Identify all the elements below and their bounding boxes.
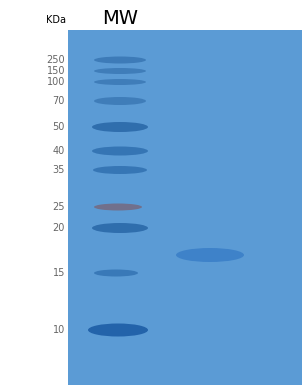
Ellipse shape xyxy=(94,68,146,74)
Text: 35: 35 xyxy=(53,165,65,175)
Text: KDa: KDa xyxy=(46,15,66,25)
Text: 15: 15 xyxy=(53,268,65,278)
Ellipse shape xyxy=(94,97,146,105)
Ellipse shape xyxy=(92,122,148,132)
Text: 100: 100 xyxy=(47,77,65,87)
Ellipse shape xyxy=(176,248,244,262)
Ellipse shape xyxy=(94,57,146,64)
Bar xyxy=(68,30,302,385)
Ellipse shape xyxy=(94,79,146,85)
Ellipse shape xyxy=(88,323,148,337)
Text: 70: 70 xyxy=(53,96,65,106)
Ellipse shape xyxy=(93,166,147,174)
Text: 150: 150 xyxy=(47,66,65,76)
Ellipse shape xyxy=(92,223,148,233)
Ellipse shape xyxy=(94,269,138,277)
Ellipse shape xyxy=(92,147,148,156)
Text: 250: 250 xyxy=(47,55,65,65)
Text: 20: 20 xyxy=(53,223,65,233)
Ellipse shape xyxy=(94,204,142,211)
Text: 10: 10 xyxy=(53,325,65,335)
Text: 40: 40 xyxy=(53,146,65,156)
Text: 25: 25 xyxy=(53,202,65,212)
Text: 50: 50 xyxy=(53,122,65,132)
Text: MW: MW xyxy=(102,9,138,28)
